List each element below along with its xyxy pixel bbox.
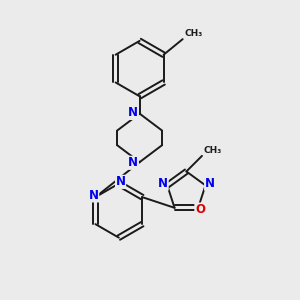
Text: N: N <box>158 177 168 190</box>
Text: N: N <box>205 177 214 190</box>
Text: N: N <box>128 106 138 119</box>
Text: CH₃: CH₃ <box>203 146 221 155</box>
Text: O: O <box>195 203 205 216</box>
Text: N: N <box>89 189 99 202</box>
Text: CH₃: CH₃ <box>184 29 202 38</box>
Text: N: N <box>116 176 126 188</box>
Text: N: N <box>128 156 138 169</box>
